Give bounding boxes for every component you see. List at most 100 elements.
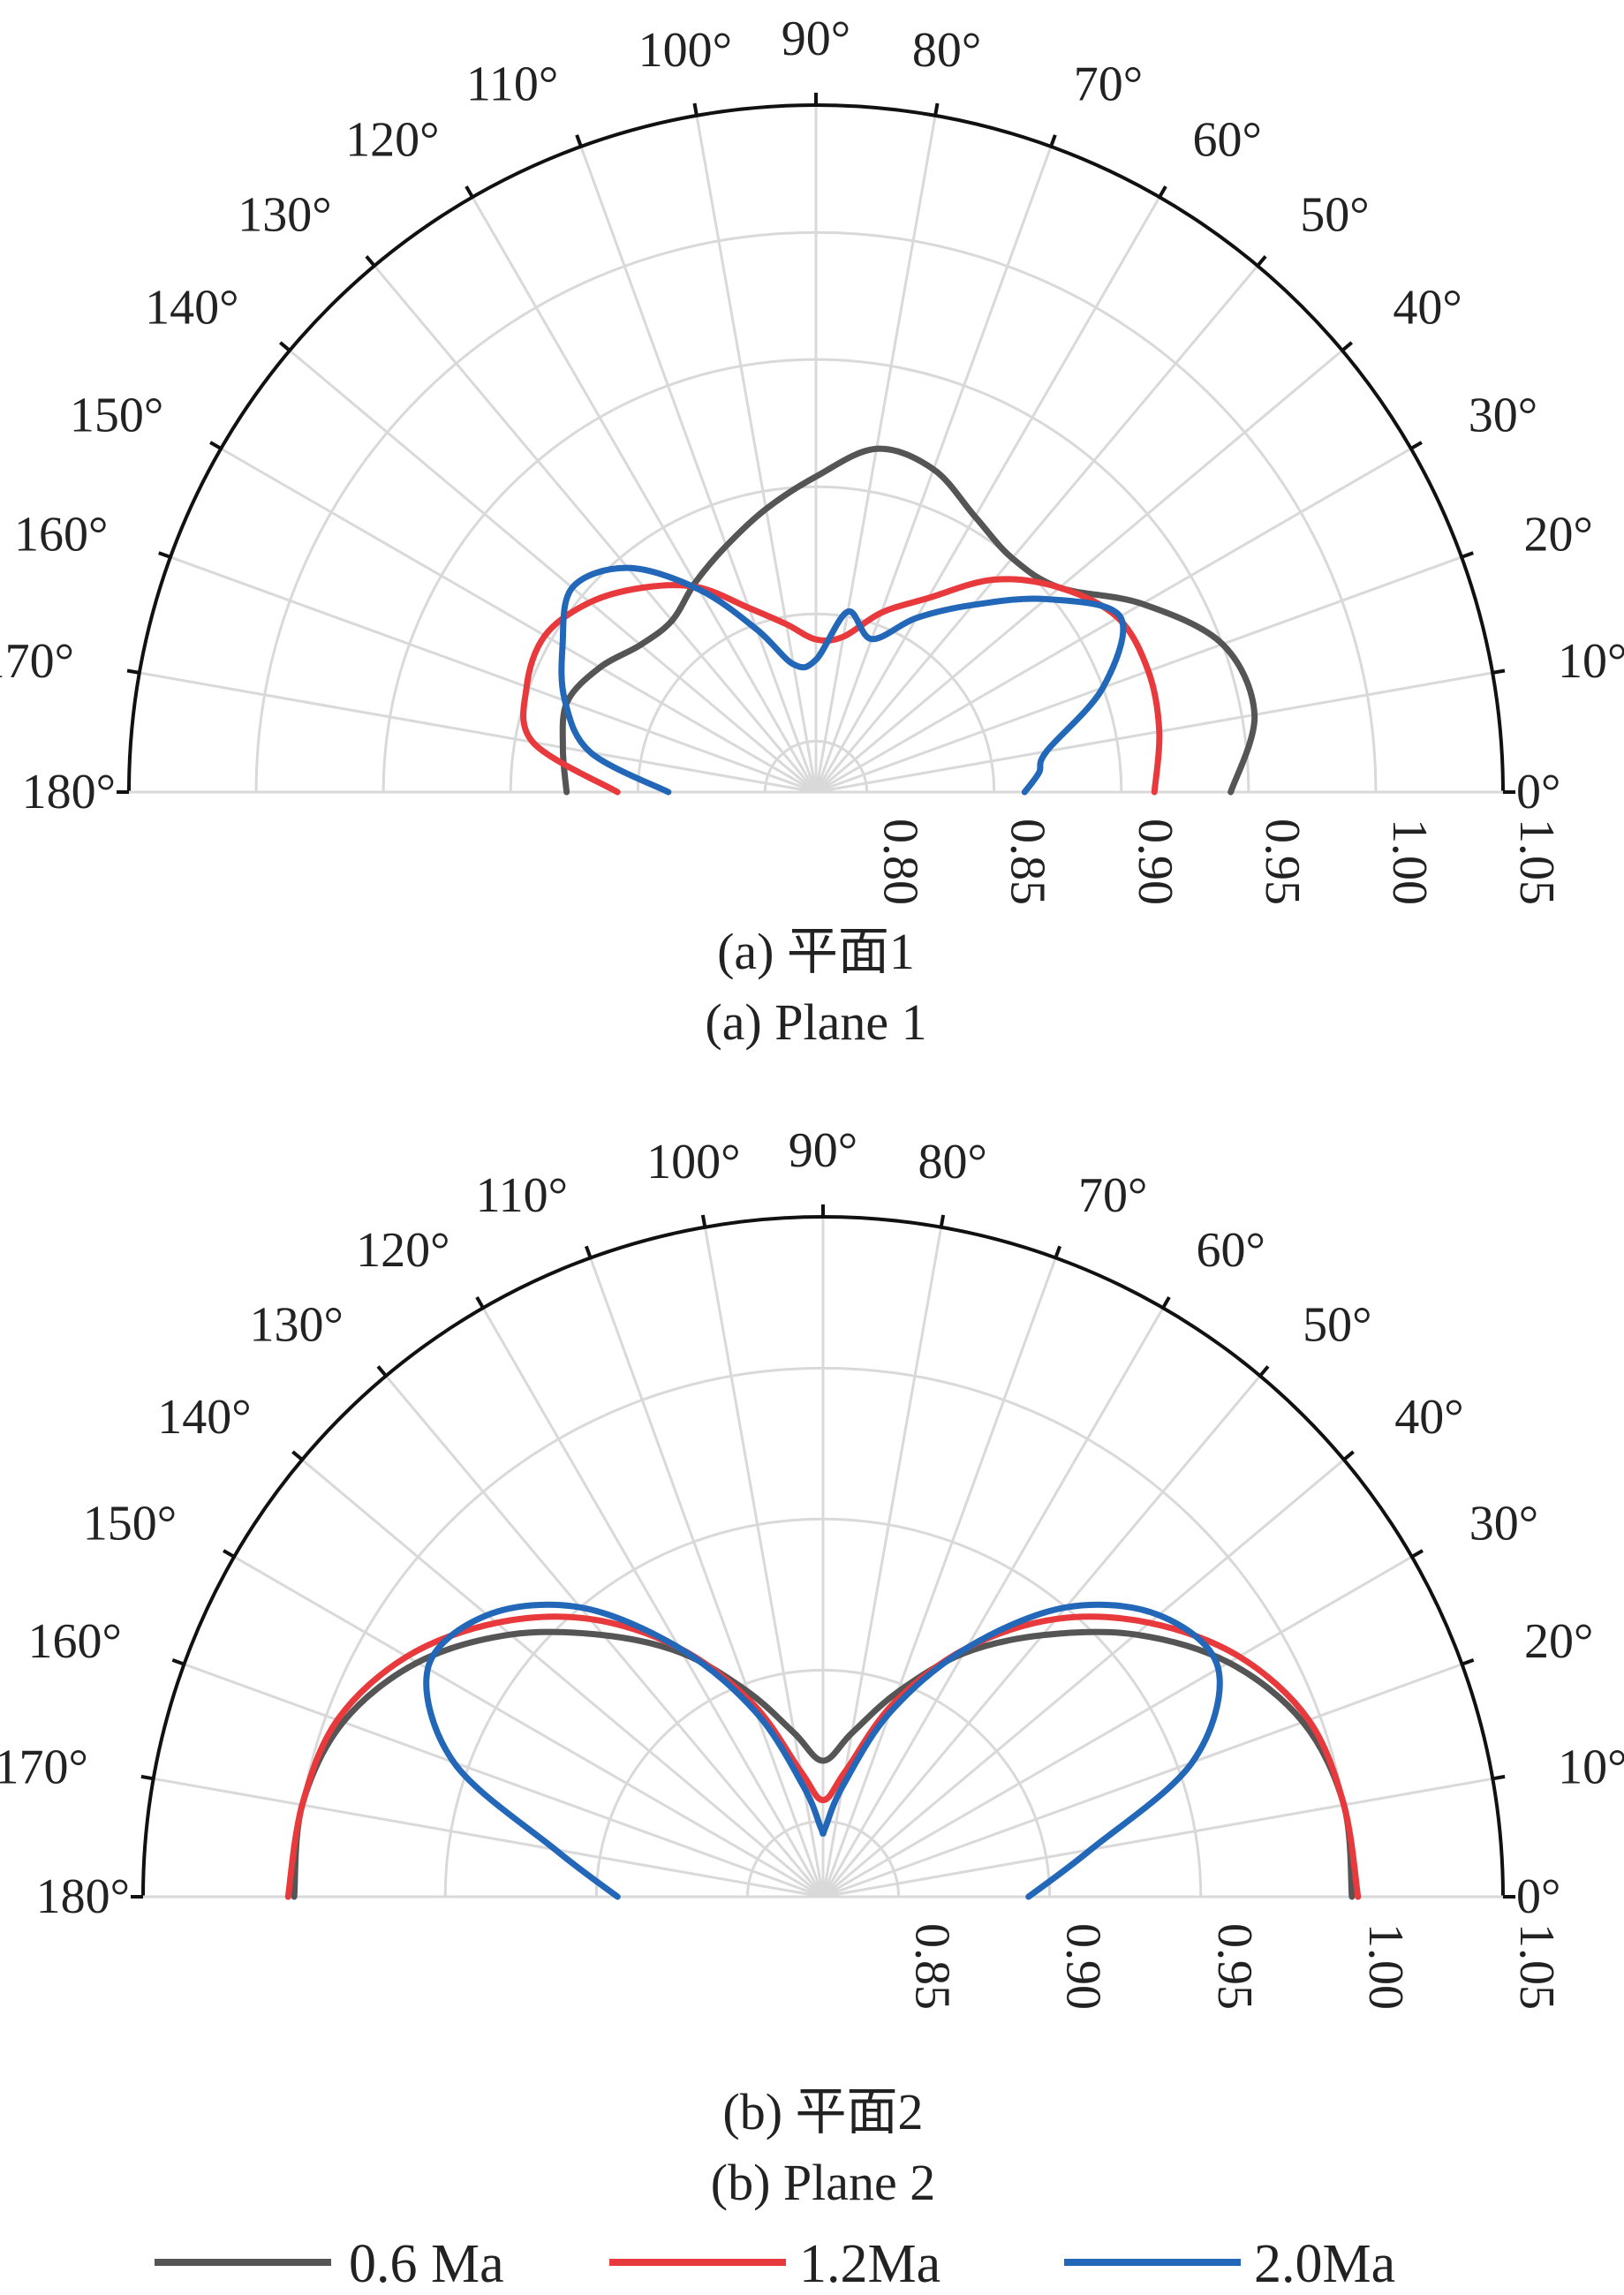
angle-tick-60 bbox=[1161, 1296, 1171, 1310]
outer-arc bbox=[141, 1215, 1505, 1898]
angle-tick-10 bbox=[1492, 1774, 1506, 1781]
grid-arc bbox=[594, 1668, 1052, 1898]
angle-tick-100 bbox=[692, 102, 699, 117]
angle-label-100: 100° bbox=[638, 23, 732, 78]
angle-label-50: 50° bbox=[1303, 1298, 1371, 1353]
grid-spoke-110 bbox=[589, 1257, 825, 1898]
angle-tick-160 bbox=[158, 551, 171, 559]
grid-spoke-50 bbox=[814, 265, 1259, 793]
angle-tick-20 bbox=[1461, 1657, 1475, 1666]
angle-label-60: 60° bbox=[1197, 1223, 1265, 1278]
angle-label-130: 130° bbox=[249, 1298, 343, 1353]
legend-label-0: 0.6 Ma bbox=[349, 2234, 504, 2294]
grid-arc bbox=[509, 485, 1123, 793]
angle-tick-170 bbox=[140, 1774, 155, 1781]
radius-label-4: 1.05 bbox=[1509, 1923, 1564, 2010]
radius-label-3: 1.00 bbox=[1358, 1923, 1413, 2010]
series-line-0 bbox=[559, 445, 1258, 796]
angle-tick-40 bbox=[1341, 341, 1353, 352]
angle-tick-60 bbox=[1158, 185, 1167, 199]
grid-spoke-30 bbox=[815, 447, 1412, 794]
angle-label-10: 10° bbox=[1558, 634, 1624, 689]
legend-label-1: 1.2Ma bbox=[799, 2234, 940, 2294]
angle-tick-120 bbox=[475, 1296, 485, 1310]
angle-label-90: 90° bbox=[789, 1123, 857, 1178]
grid-spoke-80 bbox=[814, 115, 937, 793]
angle-label-120: 120° bbox=[356, 1223, 449, 1278]
radius-label-0: 0.85 bbox=[905, 1923, 960, 2010]
angle-label-170: 170° bbox=[0, 1740, 88, 1794]
angle-label-150: 150° bbox=[83, 1497, 177, 1551]
angle-label-70: 70° bbox=[1078, 1168, 1147, 1223]
polar-chart-plane-1: 0° 10° 20° 30°40° 50° 60° 70° 80° 90° 100° 110° 120… bbox=[0, 11, 1624, 905]
angle-label-60: 60° bbox=[1193, 112, 1262, 167]
grid-spoke-100 bbox=[695, 115, 818, 793]
angle-label-0: 0° bbox=[1516, 1869, 1560, 1924]
angle-tick-110 bbox=[584, 1245, 593, 1259]
grid-spoke-70 bbox=[821, 1257, 1057, 1898]
angle-tick-50 bbox=[1258, 1365, 1270, 1378]
angle-tick-20 bbox=[1461, 551, 1474, 559]
polar-chart-plane-2: 0° 10° 20° 30°40° 50° 60° 70° 80° 90° 100° 110° 120… bbox=[0, 1123, 1624, 2010]
angle-tick-80 bbox=[933, 102, 940, 117]
angle-tick-110 bbox=[575, 134, 583, 147]
angle-tick-150 bbox=[223, 1549, 236, 1559]
grid-spoke-150 bbox=[233, 1555, 824, 1899]
angle-label-130: 130° bbox=[238, 188, 331, 243]
radius-label-0: 0.80 bbox=[873, 819, 928, 905]
angle-label-110: 110° bbox=[476, 1168, 568, 1223]
angle-tick-70 bbox=[1054, 1245, 1062, 1259]
grid-spoke-160 bbox=[183, 1663, 824, 1899]
grid-arc bbox=[745, 1820, 901, 1898]
angle-label-20: 20° bbox=[1524, 1614, 1593, 1669]
angle-label-140: 140° bbox=[157, 1390, 251, 1445]
angle-label-40: 40° bbox=[1394, 1390, 1463, 1445]
angle-label-170: 170° bbox=[0, 634, 74, 689]
grid-spoke-150 bbox=[220, 447, 817, 794]
angle-label-80: 80° bbox=[918, 1135, 987, 1189]
radius-label-1: 0.85 bbox=[1001, 819, 1055, 905]
legend-label-2: 2.0Ma bbox=[1254, 2234, 1395, 2294]
grid-spoke-60 bbox=[814, 196, 1161, 793]
radius-label-3: 0.95 bbox=[1255, 819, 1310, 905]
caption-cn-plane-1: (a) 平面1 bbox=[717, 923, 915, 980]
angle-label-0: 0° bbox=[1516, 765, 1560, 819]
grid-arc bbox=[292, 1366, 1354, 1898]
angle-label-90: 90° bbox=[782, 11, 850, 66]
angle-label-180: 180° bbox=[36, 1869, 130, 1924]
angle-label-150: 150° bbox=[70, 389, 163, 443]
angle-label-100: 100° bbox=[646, 1135, 740, 1189]
angle-label-10: 10° bbox=[1558, 1740, 1624, 1794]
angle-tick-40 bbox=[1342, 1450, 1355, 1461]
caption-en-plane-1: (a) Plane 1 bbox=[705, 993, 926, 1051]
grid-spoke-10 bbox=[815, 671, 1493, 794]
caption-en-plane-2: (b) Plane 2 bbox=[711, 2154, 936, 2211]
radius-label-2: 0.90 bbox=[1128, 819, 1182, 905]
grid-spoke-140 bbox=[289, 349, 817, 794]
grid-spoke-10 bbox=[822, 1777, 1493, 1899]
grid-spoke-110 bbox=[579, 146, 818, 793]
radius-label-4: 1.00 bbox=[1382, 819, 1437, 905]
angle-label-110: 110° bbox=[466, 57, 558, 111]
grid-spoke-170 bbox=[139, 671, 817, 794]
grid-spoke-160 bbox=[170, 555, 817, 794]
angle-tick-150 bbox=[209, 441, 223, 450]
series-line-1 bbox=[284, 1613, 1362, 1900]
angle-label-40: 40° bbox=[1393, 281, 1462, 336]
caption-cn-plane-2: (b) 平面2 bbox=[722, 2083, 923, 2140]
angle-tick-130 bbox=[376, 1365, 388, 1378]
grid-arc bbox=[636, 613, 996, 793]
grid-spoke-40 bbox=[815, 349, 1343, 794]
radius-label-5: 1.05 bbox=[1509, 819, 1564, 905]
angle-tick-160 bbox=[171, 1657, 185, 1666]
angle-tick-30 bbox=[1410, 1549, 1424, 1559]
angle-tick-10 bbox=[1492, 668, 1506, 675]
grid-arc bbox=[443, 1517, 1203, 1898]
angle-tick-100 bbox=[700, 1214, 707, 1228]
angle-tick-70 bbox=[1049, 134, 1057, 147]
angle-label-70: 70° bbox=[1074, 57, 1143, 111]
radius-label-2: 0.95 bbox=[1207, 1923, 1262, 2010]
angle-label-80: 80° bbox=[912, 23, 981, 78]
angle-label-30: 30° bbox=[1469, 1497, 1538, 1551]
angle-tick-130 bbox=[365, 255, 376, 268]
